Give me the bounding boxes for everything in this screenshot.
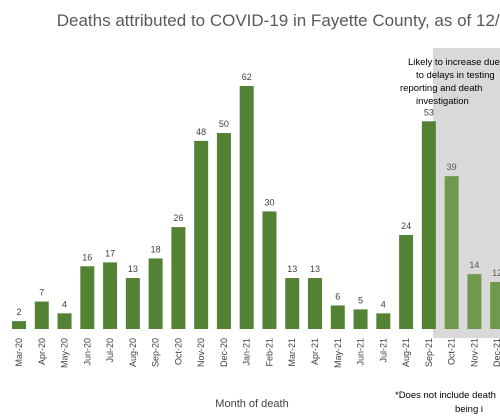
data-label: 13: [310, 264, 320, 274]
data-label: 17: [105, 248, 115, 258]
data-label: 53: [424, 107, 434, 117]
bar: [490, 281, 500, 329]
bar: [12, 321, 26, 329]
bar: [285, 278, 300, 329]
bar: [216, 133, 231, 329]
bar: [399, 234, 414, 329]
bar: [262, 211, 277, 329]
x-tick-label: May-21: [333, 338, 343, 368]
bar: [308, 278, 323, 329]
annotation: Likely to increase due: [408, 57, 500, 68]
x-tick-label: Nov-21: [469, 338, 479, 367]
x-tick-label: Sep-21: [424, 338, 434, 367]
bar: [421, 121, 436, 329]
x-tick-label: Nov-20: [196, 338, 206, 367]
bar: [330, 305, 345, 329]
data-label: 5: [358, 295, 363, 305]
annotation: to delays in testing: [416, 70, 495, 81]
x-tick-label: May-20: [60, 338, 70, 368]
data-label: 12: [492, 268, 500, 278]
x-tick-label: Jun-20: [82, 338, 92, 366]
x-tick-label: Jul-21: [378, 338, 388, 363]
data-label: 13: [287, 264, 297, 274]
bar: [34, 301, 49, 329]
bar: [171, 227, 186, 329]
x-tick-label: Sep-20: [151, 338, 161, 367]
x-tick-label: Jun-21: [356, 338, 366, 366]
data-label: 7: [39, 288, 44, 298]
bar: [125, 278, 140, 329]
x-tick-label: Jan-21: [242, 338, 252, 366]
footnote: being i: [455, 404, 483, 415]
annotation: reporting and death: [400, 83, 482, 94]
x-axis-title: Month of death: [215, 398, 288, 410]
data-label: 6: [335, 291, 340, 301]
x-tick-label: Oct-20: [173, 338, 183, 365]
x-tick-label: Mar-20: [14, 338, 24, 367]
x-tick-label: Aug-21: [401, 338, 411, 367]
x-tick-label: Apr-20: [37, 338, 47, 365]
bar: [80, 266, 95, 329]
bar: [376, 313, 391, 329]
data-label: 18: [151, 244, 161, 254]
bar: [444, 176, 459, 329]
bar: [57, 313, 72, 329]
x-tick-label: Jul-20: [105, 338, 115, 363]
data-label: 26: [173, 213, 183, 223]
x-tick-label: Apr-21: [310, 338, 320, 365]
x-tick-label: Aug-20: [128, 338, 138, 367]
data-label: 50: [219, 119, 229, 129]
x-tick-label: Feb-21: [264, 338, 274, 367]
x-tick-label: Dec-20: [219, 338, 229, 367]
x-tick-label: Dec-21: [492, 338, 500, 367]
data-label: 2: [16, 307, 21, 317]
data-label: 48: [196, 127, 206, 137]
bar: [239, 86, 254, 329]
x-tick-label: Mar-21: [287, 338, 297, 367]
bar: [103, 262, 118, 329]
x-tick-label: Oct-21: [447, 338, 457, 365]
bar: [194, 140, 209, 329]
provisional-shading: [433, 48, 500, 338]
chart-title: Deaths attributed to COVID-19 in Fayette…: [57, 11, 500, 30]
data-label: 16: [82, 252, 92, 262]
annotation: investigation: [416, 96, 469, 107]
data-label: 39: [447, 162, 457, 172]
bar: [467, 274, 482, 329]
data-label: 62: [242, 72, 252, 82]
data-label: 4: [381, 299, 386, 309]
footnote: *Does not include death: [395, 390, 496, 401]
data-label: 4: [62, 299, 67, 309]
bar: [353, 309, 368, 329]
data-label: 30: [264, 197, 274, 207]
data-label: 13: [128, 264, 138, 274]
data-label: 14: [469, 260, 479, 270]
bar: [148, 258, 163, 329]
data-label: 24: [401, 221, 411, 231]
